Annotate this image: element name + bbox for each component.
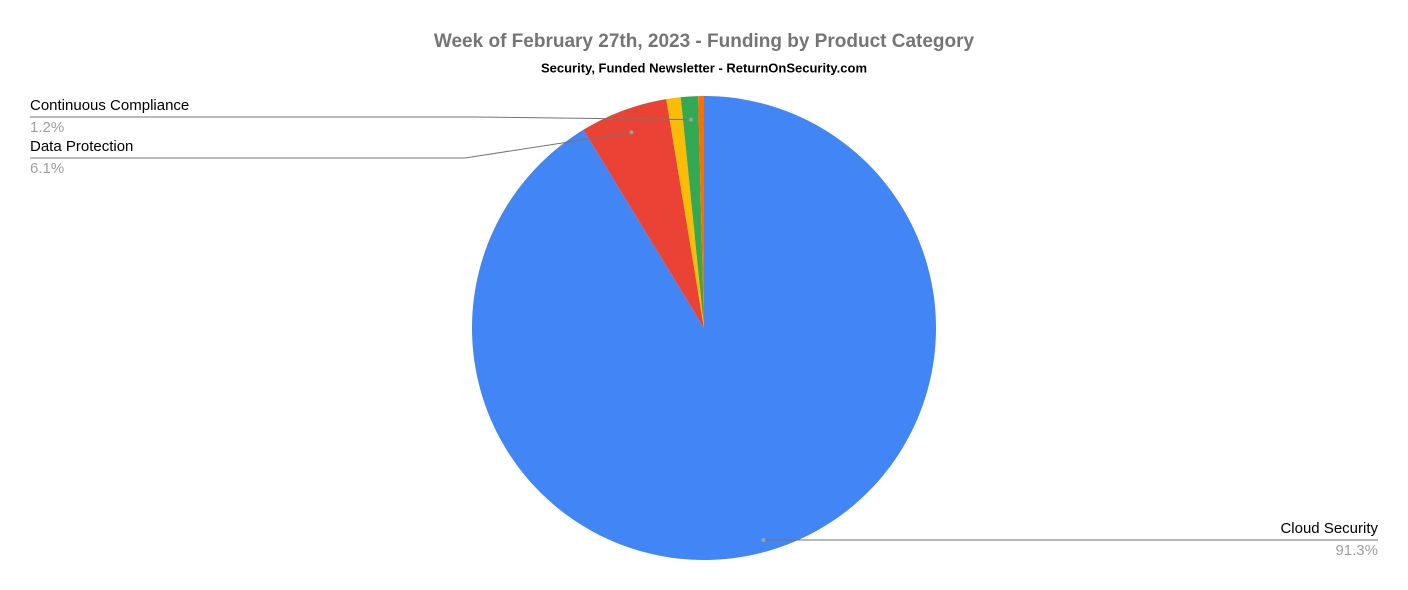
leader-dot <box>761 538 766 542</box>
pie <box>472 95 937 560</box>
pie-slice <box>666 97 704 329</box>
slice-label: Cloud Security <box>1280 520 1378 537</box>
leader-line <box>30 131 632 159</box>
slice-value-label: 91.3% <box>1335 542 1378 559</box>
labels: Cloud Security 91.3% Data Protection 6.1% Co… <box>30 97 1378 559</box>
leader-line <box>30 116 691 121</box>
slice-value-label: 6.1% <box>30 160 64 177</box>
pie-slice <box>698 96 704 328</box>
slice-label: Data Protection <box>30 138 133 155</box>
chart-title: Week of February 27th, 2023 - Funding by… <box>434 31 975 52</box>
slice-value-label: 1.2% <box>30 119 64 136</box>
leader-dot <box>688 117 693 122</box>
leader-dot <box>629 130 634 135</box>
pie-slice <box>680 96 704 328</box>
pie-slice <box>583 99 704 328</box>
slice-label: Continuous Compliance <box>30 97 189 114</box>
pie-slice <box>472 95 937 560</box>
chart-subtitle: Security, Funded Newsletter - ReturnOnSe… <box>541 60 867 75</box>
